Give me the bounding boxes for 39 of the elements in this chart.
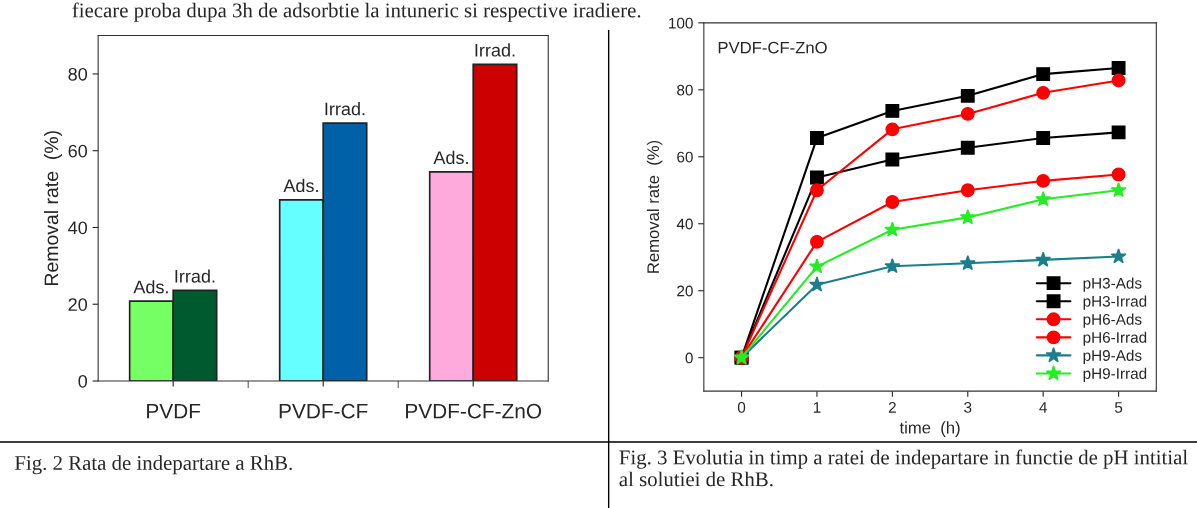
y-axis-title: Removal rate (%) [43,131,63,286]
x-tick-label: 5 [1114,402,1123,413]
y-tick-label: 80 [68,67,88,81]
caption: Fig. 3 Evolutia in timp a ratei de indepartare in functie de pH intitial al solutiei de RhB. [619,449,1188,487]
text: Irrad. [475,43,515,57]
legend-label: pH9-Ads [1083,349,1142,364]
x-axis-title: time (h) [899,421,960,437]
x-tick-label: PVDF-CF-ZnO [406,403,542,419]
x-tick-label: 0 [737,401,746,413]
series-label: Ads. [133,280,168,294]
legend-label: pH6-Ads [1083,313,1142,328]
y-axis-title: Removal rate (%) [646,140,663,273]
y-tick-label: 0 [685,352,693,364]
y-tick-label: 20 [677,285,693,297]
x-tick-label: 1 [813,402,821,413]
y-tick-label: 40 [676,218,693,230]
series-label: Irrad. [325,102,365,116]
y-tick-label: 60 [677,151,693,163]
x-tick-label: PVDF [147,403,201,419]
x-tick-label: 2 [888,401,896,413]
legend-label: pH3-Ads [1083,277,1142,292]
caption: Fig. 2 Rata de indepartare a RhB. [14,455,292,475]
y-tick-label: 0 [78,374,88,388]
legend-label: pH9-Irrad [1083,367,1147,382]
legend-label: pH6-Irrad [1083,331,1147,346]
x-tick-label: PVDF-CF [279,403,368,419]
y-tick-label: 60 [68,144,88,158]
annotation: PVDF-CF-ZnO [718,41,827,54]
text: fiecare proba dupa 3h de adsorbtie la intuneric si respective iradiere. [72,2,641,22]
y-tick-label: 100 [669,17,693,29]
legend-label: pH3-Irrad [1083,295,1147,310]
y-tick-label: 80 [677,84,693,96]
x-tick-label: 4 [1039,402,1047,413]
text: Irrad. [175,269,215,283]
y-tick-label: 40 [68,221,88,235]
text: Ads. [433,150,468,165]
x-tick-label: 3 [964,401,972,413]
y-tick-label: 20 [68,298,88,311]
text: Ads. [283,178,318,193]
